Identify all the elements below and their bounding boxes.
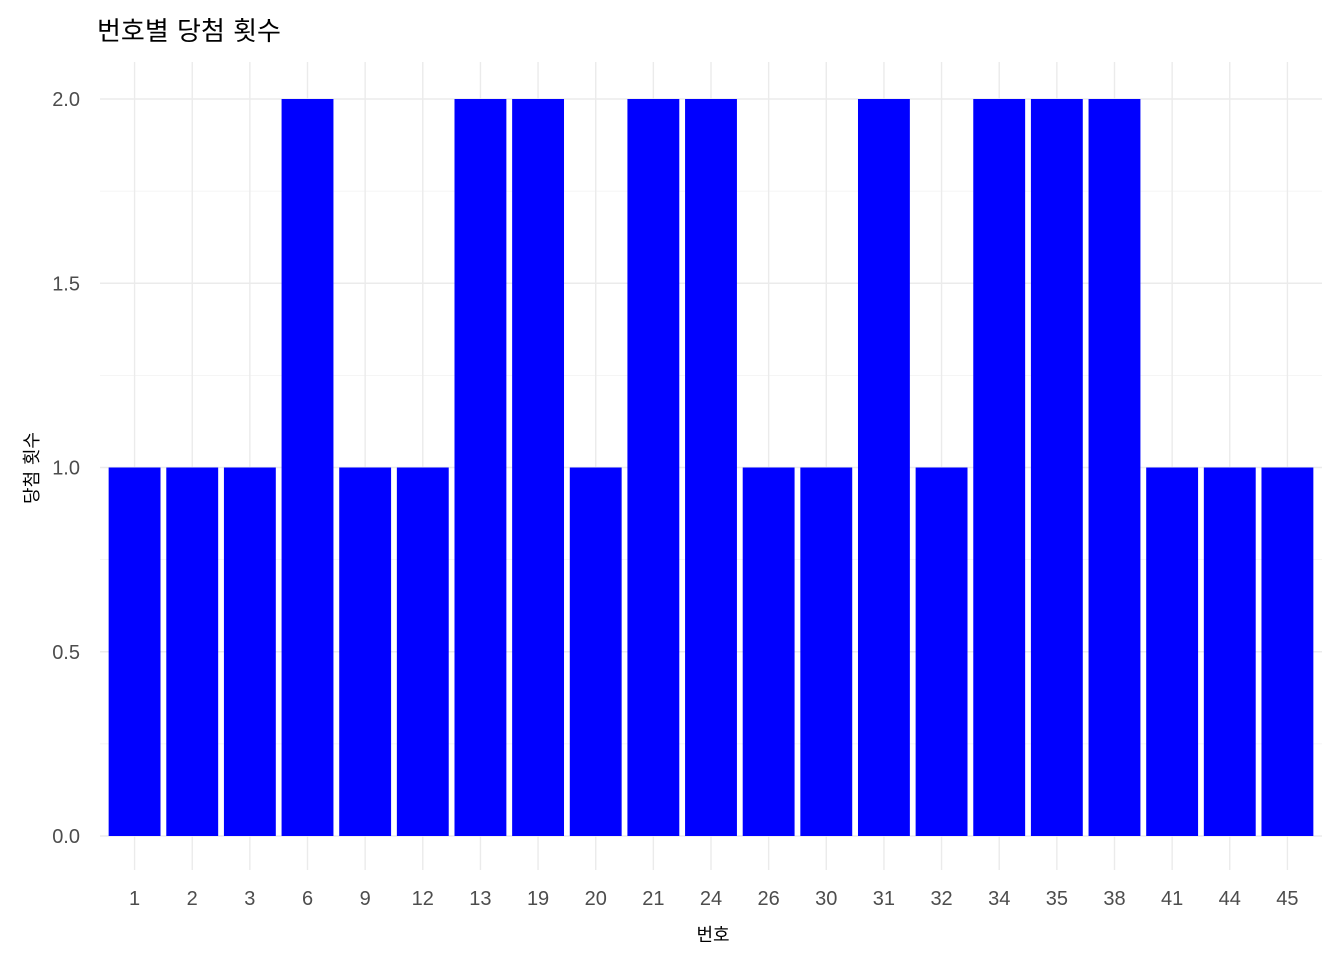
x-tick-label: 13 <box>469 888 491 910</box>
bar-13 <box>454 99 507 836</box>
bar-3 <box>223 467 276 836</box>
x-tick-label: 1 <box>129 888 140 910</box>
bar-35 <box>1030 99 1083 836</box>
x-tick-label: 12 <box>412 888 434 910</box>
y-tick-label: 1.0 <box>52 458 80 480</box>
y-axis-tick-labels: 0.0 0.5 1.0 1.5 2.0 <box>52 89 80 848</box>
x-tick-label: 6 <box>302 888 313 910</box>
bar-24 <box>685 99 737 836</box>
bar-31 <box>857 99 910 836</box>
x-tick-label: 34 <box>988 888 1010 910</box>
bar-32 <box>915 467 968 836</box>
bar-41 <box>1146 467 1199 836</box>
x-tick-label: 19 <box>527 888 549 910</box>
x-tick-label: 32 <box>930 888 952 910</box>
bar-45 <box>1261 467 1314 836</box>
x-tick-label: 26 <box>758 888 780 910</box>
bar-12 <box>396 467 449 836</box>
x-tick-label: 35 <box>1046 888 1068 910</box>
x-tick-label: 45 <box>1276 888 1298 910</box>
bar-9 <box>339 467 392 836</box>
x-tick-label: 38 <box>1103 888 1125 910</box>
bar-20 <box>569 467 622 836</box>
bar-21 <box>627 99 680 836</box>
bar-19 <box>512 99 565 836</box>
bar-44 <box>1203 467 1256 836</box>
x-tick-label: 30 <box>815 888 837 910</box>
chart-title: 번호별 당첨 횟수 <box>97 17 281 47</box>
x-tick-label: 24 <box>700 888 722 910</box>
y-tick-label: 0.5 <box>52 642 80 664</box>
bar-30 <box>800 467 853 836</box>
bar-6 <box>281 99 334 836</box>
y-tick-label: 1.5 <box>52 273 80 295</box>
y-axis-title: 당첨 횟수 <box>22 432 43 504</box>
x-tick-label: 9 <box>360 888 371 910</box>
bar-38 <box>1088 99 1141 836</box>
bar-26 <box>742 467 795 836</box>
y-tick-label: 0.0 <box>52 826 80 848</box>
x-axis-tick-labels: 1 2 3 6 9 12 13 19 20 21 24 26 30 31 32 34 35 38 41 44 45 <box>129 888 1299 910</box>
bars <box>108 99 1314 836</box>
x-tick-label: 21 <box>642 888 664 910</box>
x-tick-label: 31 <box>873 888 895 910</box>
x-tick-label: 20 <box>585 888 607 910</box>
bar-2 <box>166 467 219 836</box>
x-axis-title: 번호 <box>696 925 729 946</box>
x-tick-label: 2 <box>187 888 198 910</box>
y-tick-label: 2.0 <box>52 89 80 111</box>
bar-34 <box>973 99 1026 836</box>
bar-1 <box>108 467 161 836</box>
x-tick-label: 44 <box>1219 888 1241 910</box>
x-tick-label: 41 <box>1161 888 1183 910</box>
x-tick-label: 3 <box>244 888 255 910</box>
